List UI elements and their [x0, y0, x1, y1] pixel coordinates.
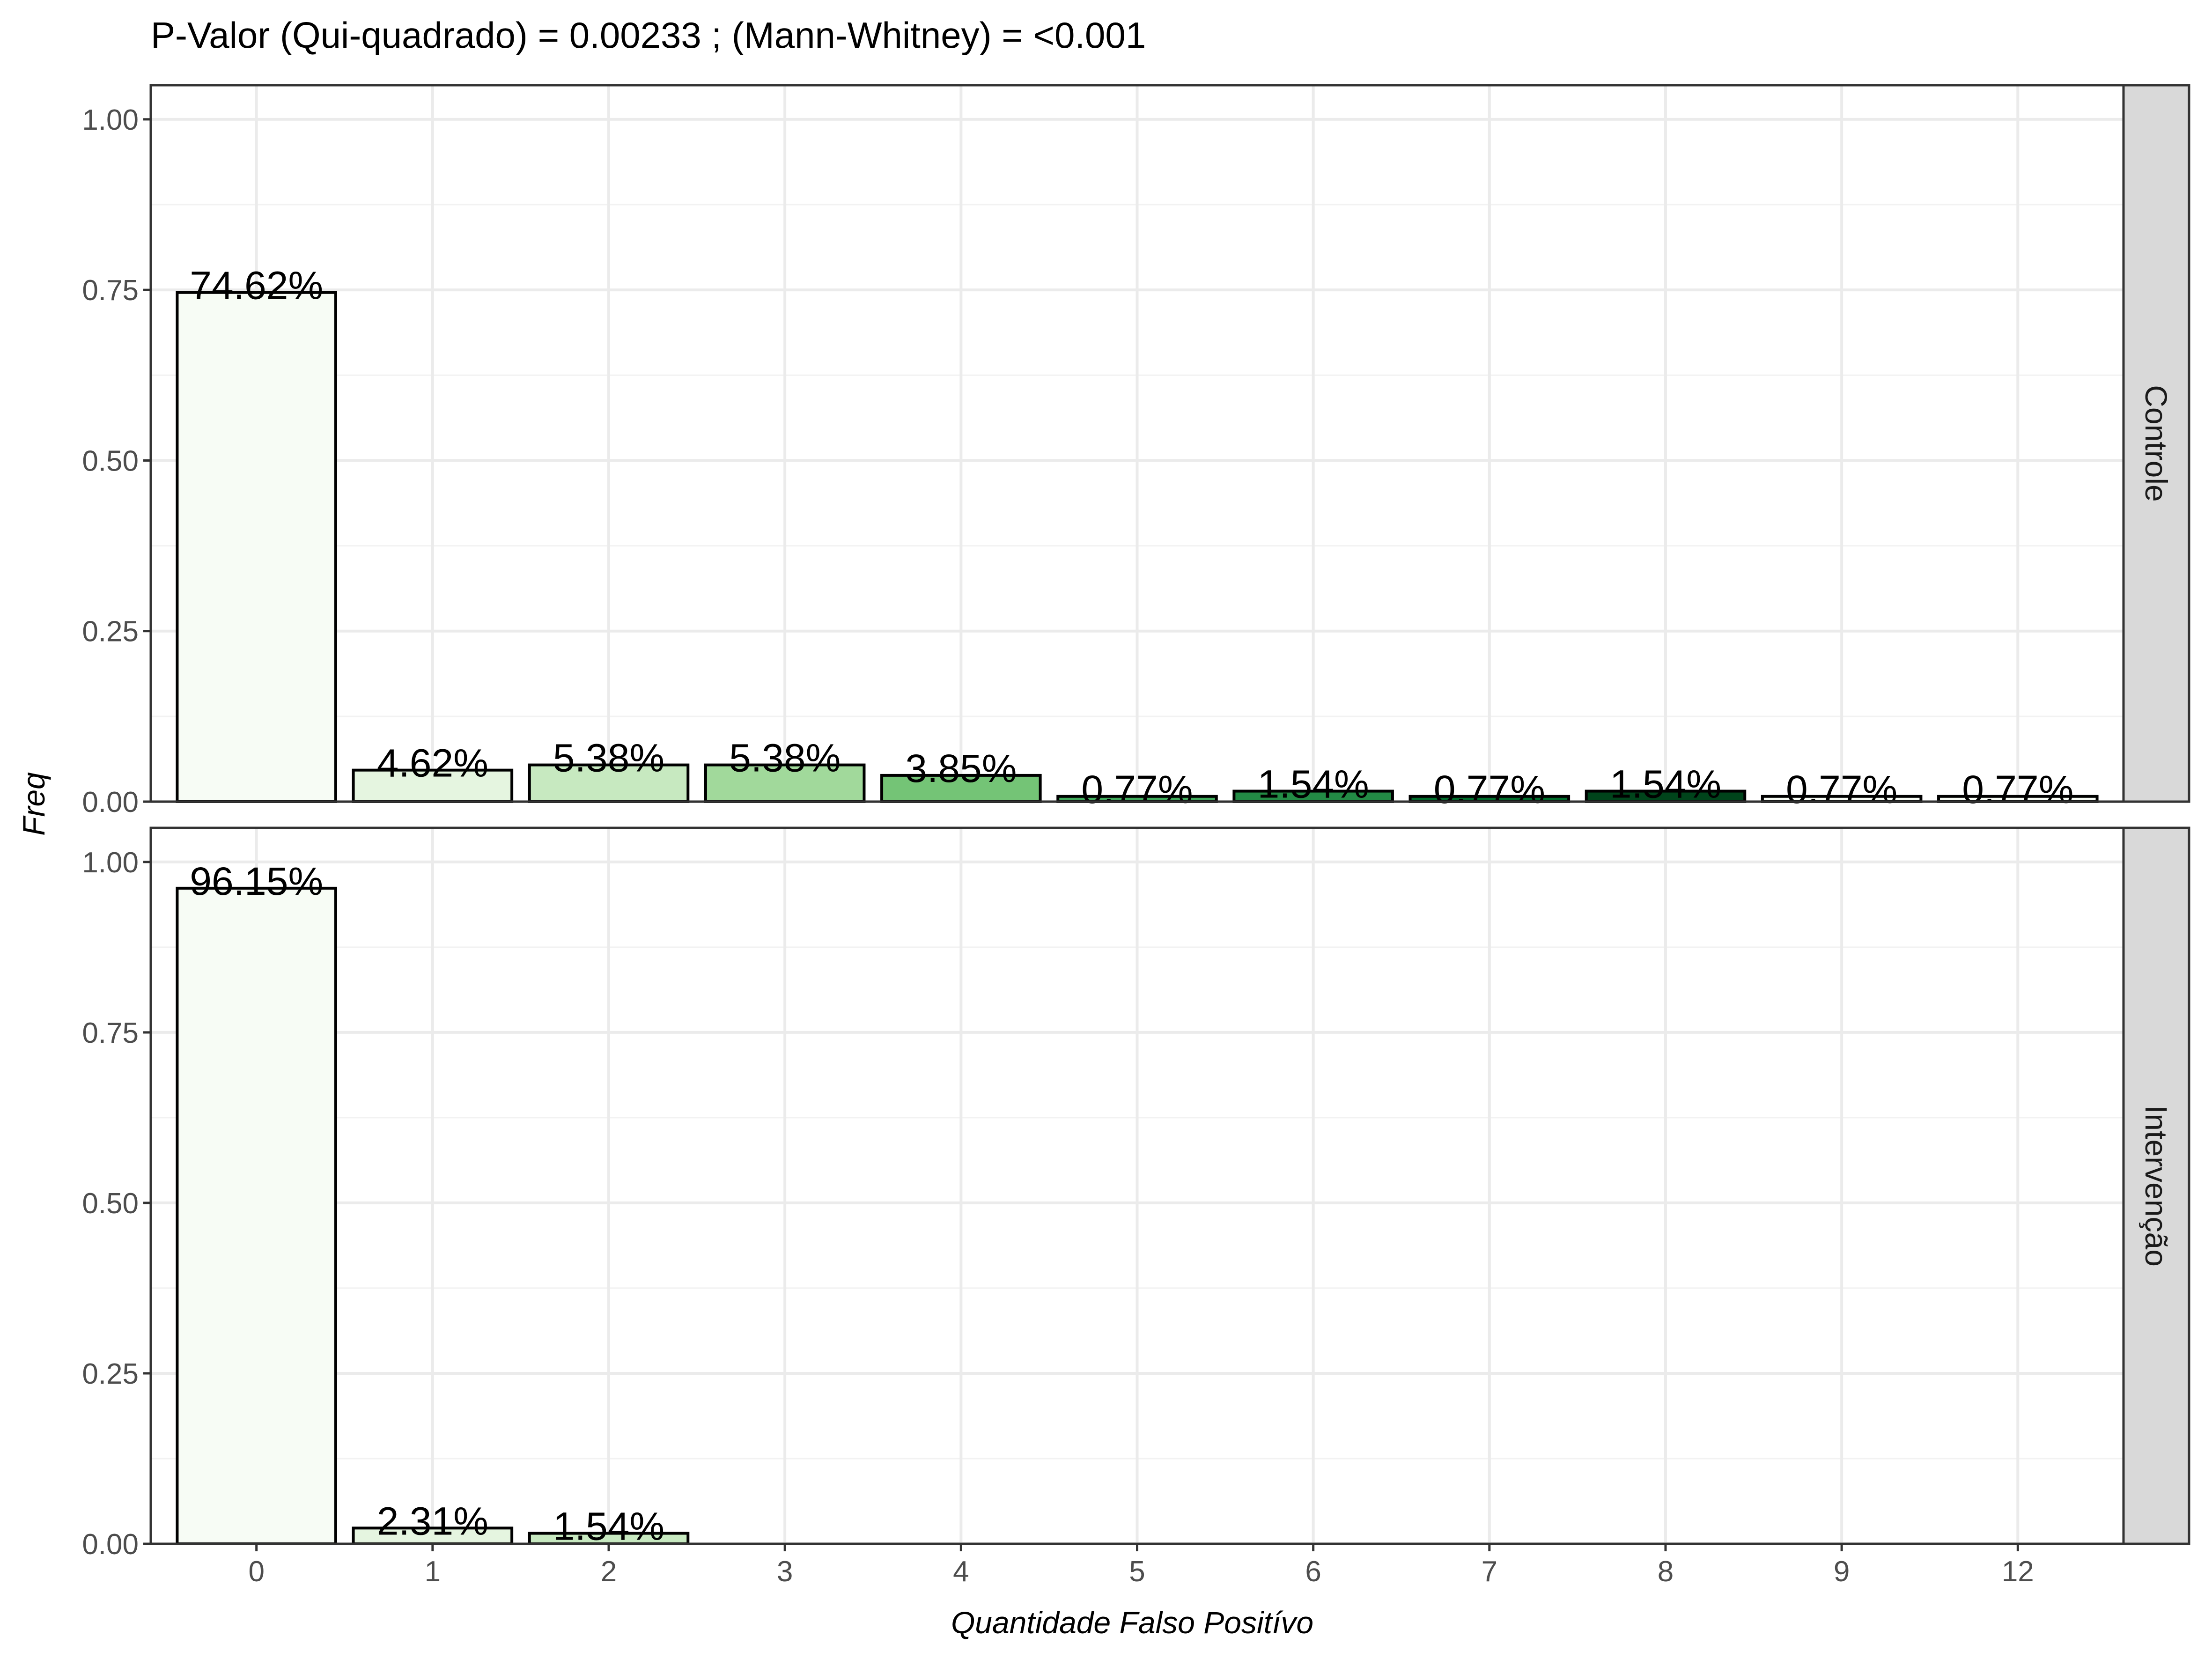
- bar-intervenção-0: [176, 886, 337, 1545]
- data-label: 96.15%: [190, 859, 323, 903]
- x-tick-label: 5: [1129, 1556, 1145, 1588]
- bar-intervenção-1: [352, 1526, 514, 1546]
- x-tick-label: 9: [1834, 1556, 1850, 1588]
- y-tick-label: 1.00: [82, 104, 139, 136]
- x-tick-label: 3: [777, 1556, 793, 1588]
- data-label: 5.38%: [553, 736, 664, 780]
- x-tick-label: 7: [1482, 1556, 1497, 1588]
- x-tick-label: 8: [1658, 1556, 1674, 1588]
- y-tick-label: 0.25: [82, 616, 139, 648]
- data-label: 74.62%: [190, 264, 323, 308]
- y-axis-title: Freq: [16, 772, 51, 836]
- data-label: 1.54%: [553, 1504, 664, 1548]
- data-label: 0.77%: [1786, 767, 1897, 811]
- y-tick-label: 0.00: [82, 1528, 139, 1561]
- facet-strip-label: Controle: [2139, 385, 2174, 501]
- x-tick-label: 6: [1305, 1556, 1321, 1588]
- facet-panel-1: 96.15% 2.31% 1.54% 0.00 0.25 0.50 0.75 1.00 Inte…: [82, 826, 2190, 1561]
- chart-title: P-Valor (Qui-quadrado) = 0.00233 ; (Mann…: [151, 15, 1146, 56]
- y-tick-label: 0.50: [82, 1187, 139, 1220]
- data-label: 0.77%: [1434, 767, 1545, 811]
- y-tick-label: 0.00: [82, 786, 139, 818]
- facet-panel-0: 74.62% 4.62% 5.38% 5.38% 3.85% 0.77% 1.54% 0.77…: [82, 84, 2190, 818]
- facet-panels: 74.62% 4.62% 5.38% 5.38% 3.85% 0.77% 1.54% 0.77…: [82, 84, 2190, 1561]
- data-label: 3.85%: [905, 746, 1017, 790]
- facet-strip-label: Intervenção: [2139, 1105, 2174, 1267]
- x-tick-label: 12: [2002, 1556, 2034, 1588]
- x-axis: 0 1 2 3 4 5 6 7 8 9 12: [248, 1544, 2034, 1588]
- x-tick-label: 0: [248, 1556, 264, 1588]
- facet-strip: [2122, 826, 2190, 1545]
- data-label: 0.77%: [1081, 767, 1193, 811]
- data-label: 1.54%: [1610, 762, 1721, 806]
- bar-controle-3: [704, 763, 866, 803]
- y-tick-label: 1.00: [82, 847, 139, 879]
- y-tick-label: 0.50: [82, 445, 139, 477]
- x-tick-label: 1: [425, 1556, 441, 1588]
- x-tick-label: 2: [601, 1556, 617, 1588]
- data-label: 5.38%: [729, 736, 841, 780]
- facet-strip: [2122, 84, 2190, 803]
- x-tick-label: 4: [953, 1556, 969, 1588]
- y-tick-label: 0.25: [82, 1358, 139, 1390]
- data-label: 2.31%: [377, 1499, 488, 1543]
- x-axis-title: Quantidade Falso Positívo: [951, 1605, 1313, 1640]
- bar-controle-0: [176, 291, 337, 803]
- bar-controle-1: [352, 768, 514, 804]
- data-label: 0.77%: [1962, 767, 2073, 811]
- y-tick-label: 0.75: [82, 274, 139, 307]
- data-label: 4.62%: [377, 741, 488, 785]
- y-tick-label: 0.75: [82, 1017, 139, 1049]
- data-label: 1.54%: [1258, 762, 1369, 806]
